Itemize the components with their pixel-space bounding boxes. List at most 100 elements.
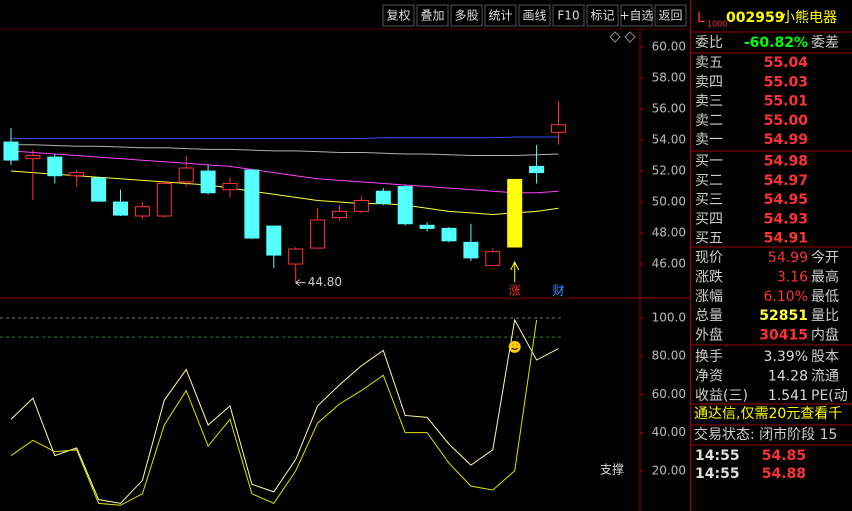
trade-time: 14:55 — [695, 448, 740, 464]
toolbar-button[interactable] — [484, 4, 517, 27]
toolbar-button[interactable] — [382, 4, 415, 27]
candle-body — [222, 182, 238, 191]
stat-label: 涨幅 — [695, 289, 723, 305]
candle-body — [266, 225, 282, 256]
book-label: 卖四 — [695, 74, 723, 90]
toolbar-button-label[interactable]: 统计 — [488, 9, 512, 23]
smiley-face — [511, 344, 519, 350]
stat-label: 换手 — [695, 348, 723, 365]
book-label: 卖二 — [695, 113, 723, 129]
toolbar-button-label[interactable]: 标记 — [590, 9, 614, 23]
candle-body — [3, 141, 19, 161]
toolbar-button[interactable] — [620, 4, 653, 27]
stat-tail: PE(动 — [811, 388, 848, 404]
candle-body — [288, 248, 304, 265]
candle-body — [441, 227, 457, 242]
low-arrowhead — [295, 279, 300, 287]
toolbar-button-label[interactable]: 多股 — [454, 9, 478, 23]
toolbar-button[interactable] — [654, 4, 687, 27]
support-label: 支撑 — [600, 462, 624, 477]
stat-label: 总量 — [695, 308, 723, 324]
market-sub: 1000 — [707, 20, 727, 29]
book-price: 54.98 — [764, 154, 808, 170]
book-price: 54.91 — [764, 231, 808, 247]
toolbar-button-label[interactable]: 复权 — [386, 9, 410, 23]
book-price: 55.00 — [764, 113, 809, 129]
event-mark-box[interactable] — [551, 284, 566, 298]
stock-code: 002959 — [726, 10, 784, 26]
y-tick-label: 52.00 — [652, 164, 686, 178]
candle-body — [113, 201, 128, 216]
stat-label: 净资 — [695, 368, 723, 384]
book-price: 54.95 — [764, 192, 808, 208]
indicator-tick-label: 20.00 — [652, 463, 686, 477]
stat-label: 涨跌 — [695, 269, 723, 285]
y-tick-label: 58.00 — [652, 71, 686, 85]
toolbar-button[interactable] — [416, 4, 449, 27]
candle-body — [353, 200, 369, 212]
candle-body — [134, 206, 150, 217]
trade-status: 交易状态: 闭市阶段 15 — [694, 426, 837, 443]
candle-body — [156, 182, 172, 217]
candle-body — [529, 165, 545, 174]
toolbar-button-label[interactable]: F10 — [557, 9, 579, 23]
stat-tail: 股本 — [811, 349, 839, 365]
book-label: 买三 — [695, 192, 723, 208]
stat-label: 外盘 — [695, 327, 723, 344]
event-mark[interactable]: 涨 — [509, 283, 521, 298]
candle-body — [178, 167, 194, 183]
toolbar-button-label[interactable]: 返回 — [658, 9, 682, 23]
book-price: 54.97 — [764, 173, 808, 189]
ratio-tail: 委差 — [811, 35, 839, 51]
book-price: 55.03 — [764, 74, 808, 90]
limit-arrow — [510, 260, 520, 282]
book-price: 55.01 — [764, 94, 808, 110]
chart-icons[interactable] — [609, 31, 636, 43]
candle-body — [397, 186, 413, 225]
candle-body — [310, 219, 326, 249]
y-tick-label: 56.00 — [652, 102, 686, 116]
candle-body — [419, 224, 435, 229]
candle-body — [25, 155, 41, 160]
toolbar-button[interactable] — [552, 4, 585, 27]
stat-value: 6.10% — [764, 289, 808, 305]
stat-value: 52851 — [759, 308, 808, 324]
book-label: 买四 — [695, 211, 723, 227]
toolbar-button[interactable] — [450, 4, 483, 27]
indicator-line — [10, 318, 559, 504]
toolbar-button[interactable] — [518, 4, 551, 27]
candle-body — [47, 156, 63, 177]
stat-tail: 最低 — [811, 289, 839, 305]
moving-average — [11, 144, 559, 157]
book-label: 卖一 — [695, 132, 723, 148]
stat-value: 54.99 — [768, 250, 808, 266]
ratio-value: -60.82% — [744, 35, 808, 51]
toolbar-button-label[interactable]: +自选 — [619, 9, 653, 23]
toolbar-button[interactable] — [586, 4, 619, 27]
stat-value: 30415 — [759, 328, 808, 344]
stat-value: 3.39% — [764, 349, 808, 365]
candle-body — [485, 251, 501, 267]
indicator-tick-label: 60.00 — [652, 387, 686, 401]
book-label: 卖三 — [695, 94, 723, 110]
banner[interactable]: 通达信,仅需20元查看千 — [694, 406, 842, 422]
event-mark-box[interactable] — [507, 284, 522, 298]
toolbar-button-label[interactable]: 画线 — [522, 9, 546, 23]
moving-average — [11, 136, 559, 140]
stat-tail: 流通 — [811, 368, 839, 384]
toolbar-button-label[interactable]: 叠加 — [420, 9, 444, 23]
indicator-tick-label: 80.00 — [652, 349, 686, 363]
trade-price: 54.88 — [762, 466, 806, 482]
candle-body — [244, 169, 260, 239]
event-mark[interactable]: 财 — [552, 284, 564, 298]
stat-label: 收益(三) — [695, 388, 748, 404]
indicator-tick-label: 100.0 — [652, 310, 686, 324]
candle-body — [551, 124, 566, 133]
book-label: 卖五 — [695, 55, 723, 71]
stat-label: 现价 — [695, 250, 723, 266]
low-label: 44.80 — [308, 275, 342, 289]
candle-body — [375, 190, 391, 205]
y-tick-label: 54.00 — [652, 133, 686, 147]
book-price: 54.99 — [764, 132, 808, 148]
